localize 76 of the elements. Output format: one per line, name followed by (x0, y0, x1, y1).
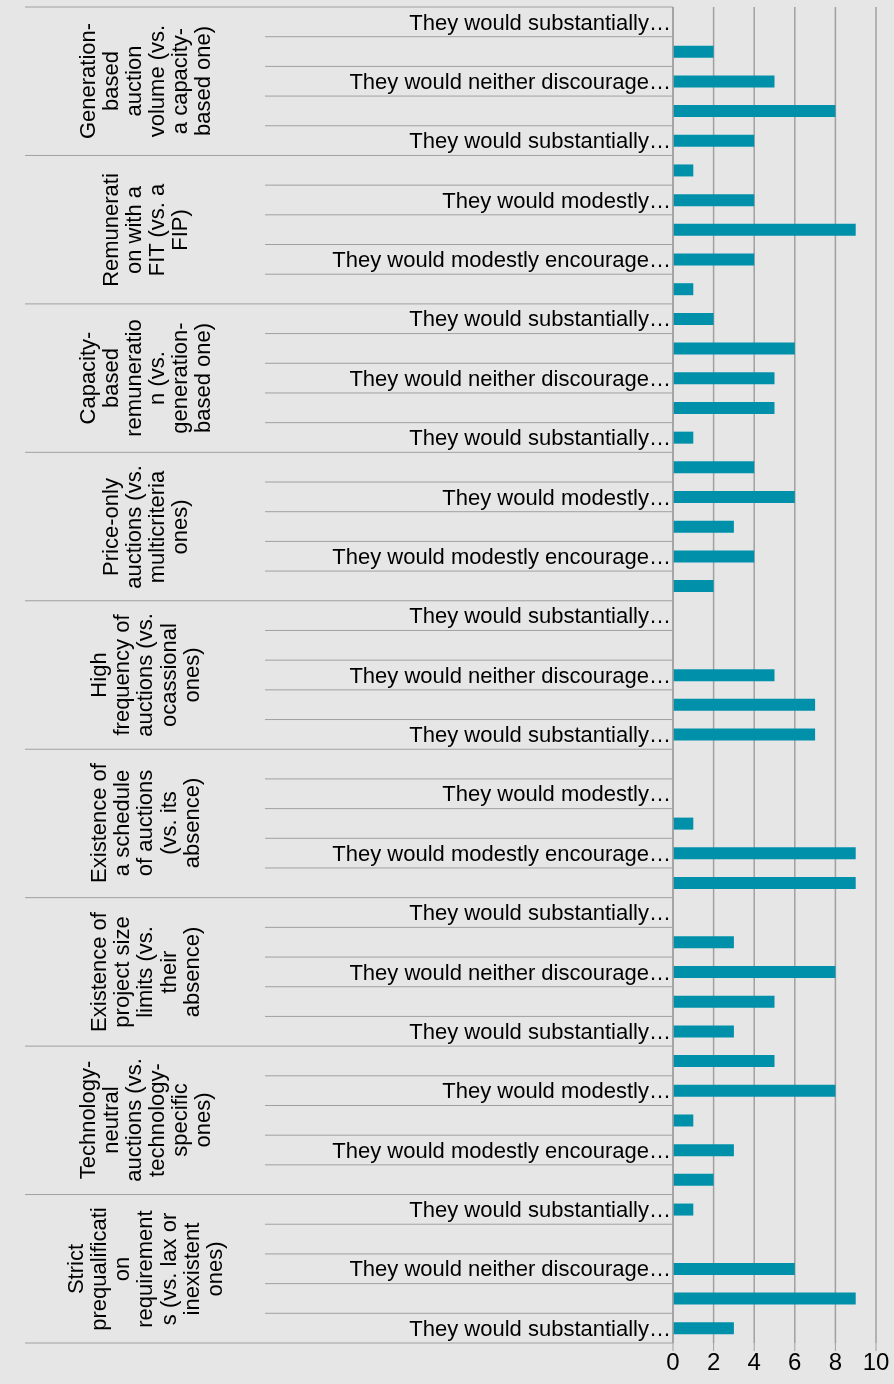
y-tick-label: They would substantially… (409, 1018, 671, 1044)
x-tick-label: 4 (747, 1348, 761, 1376)
bar (673, 283, 694, 296)
x-tick-label: 0 (666, 1348, 680, 1376)
bar (673, 847, 856, 860)
y-tick-label: They would modestly encourage… (332, 1137, 671, 1163)
text: Generation-based auction volume (vs. a capacity-based one) (74, 22, 216, 142)
bar (673, 728, 816, 741)
y-tick-label: They would modestly… (442, 484, 671, 510)
y-tick-label: They would modestly… (442, 1078, 671, 1104)
y-tick-label: They would neither discourage… (349, 959, 671, 985)
text: Technology-neutral auctions (vs. technology-specific ones) (74, 1058, 216, 1183)
bar (673, 817, 694, 830)
text: Strict prequalification requirements (vs. lax or inexistent ones) (63, 1206, 227, 1331)
bar (673, 461, 755, 474)
bar (673, 1203, 694, 1216)
bar (673, 995, 775, 1008)
text: Remuneration with a FIT (vs. a FIP) (97, 171, 193, 289)
y-tick-label: They would substantially… (409, 9, 671, 35)
bar (673, 1025, 734, 1038)
y-tick-label: They would substantially… (409, 128, 671, 154)
bar (673, 45, 714, 58)
bar (673, 105, 836, 118)
text: Existence of a schedule of auctions (vs. its absence) (86, 762, 204, 886)
y-tick-label: They would substantially… (409, 722, 671, 748)
text: Capacity-based remuneration (vs. generation-based one) (74, 318, 216, 439)
text: Price-only auctions (vs. multicriteria ones) (97, 464, 193, 589)
bar (673, 1055, 775, 1068)
bar (673, 491, 795, 504)
y-tick-label: They would substantially… (409, 306, 671, 332)
bar (673, 223, 856, 236)
bar (673, 580, 714, 593)
bar (673, 936, 734, 949)
bar (673, 698, 816, 711)
bar (673, 876, 856, 889)
bar (673, 194, 755, 207)
y-tick-label: They would neither discourage… (349, 662, 671, 688)
y-tick-label: They would neither discourage… (349, 365, 671, 391)
y-tick-label: They would modestly… (442, 781, 671, 807)
y-tick-label: They would neither discourage… (349, 68, 671, 94)
bar (673, 1292, 856, 1305)
bar (673, 401, 775, 414)
y-tick-label: They would substantially… (409, 1197, 671, 1223)
bar (673, 75, 775, 88)
bar (673, 966, 836, 979)
bar (673, 431, 694, 444)
bar (673, 669, 775, 682)
y-tick-label: They would modestly encourage… (332, 840, 671, 866)
bar (673, 1173, 714, 1186)
bar (673, 1114, 694, 1127)
bar (673, 372, 775, 385)
y-tick-label: They would modestly… (442, 187, 671, 213)
x-tick-label: 2 (706, 1348, 721, 1376)
bar (673, 1322, 734, 1335)
bar (673, 520, 734, 533)
y-tick-label: They would substantially… (409, 603, 671, 629)
bar (673, 342, 795, 355)
y-tick-label: They would modestly encourage… (332, 543, 671, 569)
y-tick-label: They would substantially… (409, 900, 671, 926)
bar (673, 134, 755, 147)
bar (673, 312, 714, 325)
y-tick-label: They would substantially… (409, 1315, 671, 1341)
text: Existence of project size limits (vs. their absence) (86, 910, 204, 1034)
bar (673, 164, 694, 177)
bar (673, 1084, 836, 1097)
x-tick-label: 6 (788, 1348, 802, 1376)
y-tick-label: They would modestly encourage… (332, 247, 671, 273)
bar (673, 253, 755, 266)
x-tick-label: 8 (828, 1348, 843, 1376)
y-tick-label: They would substantially… (409, 425, 671, 451)
x-tick-label: 10 (862, 1348, 890, 1376)
y-tick-label: They would neither discourage… (349, 1256, 671, 1282)
bar (673, 1144, 734, 1157)
bar (673, 550, 755, 563)
bar (673, 1262, 795, 1275)
text: High frequency of auctions (vs. ocassional ones) (86, 613, 204, 737)
